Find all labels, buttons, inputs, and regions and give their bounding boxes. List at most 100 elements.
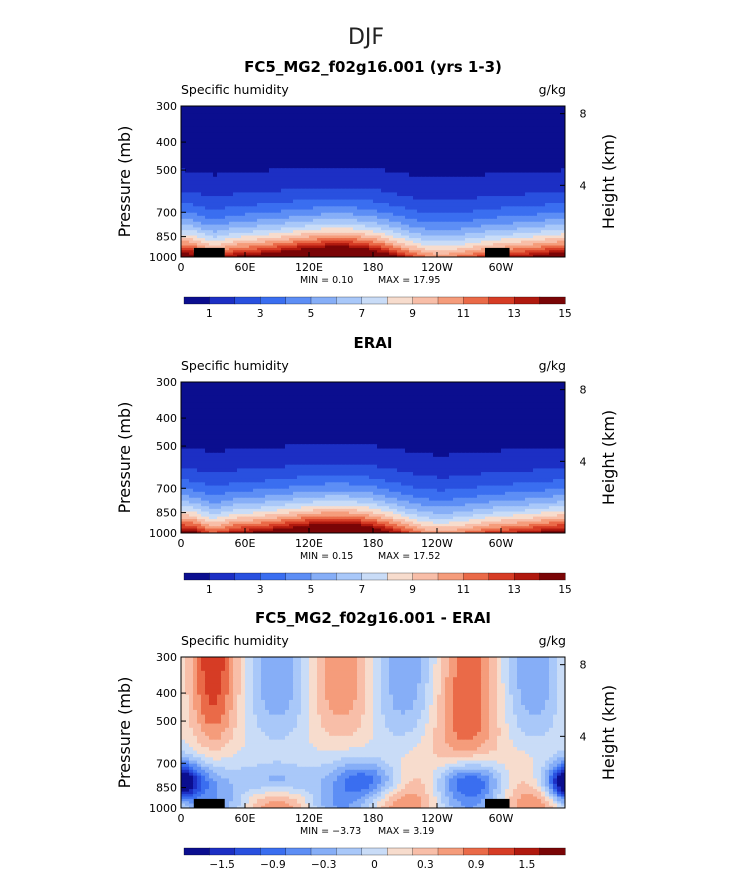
field-cell <box>525 119 530 127</box>
field-cell <box>337 126 342 133</box>
field-cell <box>193 196 198 201</box>
field-cell <box>333 408 338 415</box>
field-cell <box>549 430 554 436</box>
field-cell <box>453 250 458 254</box>
field-cell <box>449 224 454 229</box>
field-cell <box>445 206 450 211</box>
field-cell <box>185 247 190 251</box>
field-cell <box>321 221 326 226</box>
field-cell <box>217 199 222 204</box>
field-cell <box>269 254 274 257</box>
field-cell <box>289 439 294 445</box>
field-cell <box>353 158 358 165</box>
field-cell <box>445 106 450 114</box>
field-cell <box>445 402 450 409</box>
field-cell <box>513 221 518 226</box>
field-cell <box>385 119 390 127</box>
field-cell <box>449 126 454 133</box>
field-cell <box>353 163 358 169</box>
field-cell <box>217 419 222 426</box>
field-cell <box>369 221 374 226</box>
field-cell <box>429 430 434 436</box>
field-cell <box>533 235 538 239</box>
field-cell <box>321 254 326 257</box>
field-cell <box>269 444 274 450</box>
field-cell <box>333 113 338 121</box>
colorbar-swatch <box>310 296 337 305</box>
field-cell <box>517 235 522 239</box>
field-cell <box>489 240 494 244</box>
field-cell <box>469 138 474 145</box>
field-cell <box>329 395 334 403</box>
field-cell <box>449 138 454 145</box>
field-cell <box>245 202 250 207</box>
field-cell <box>181 215 186 220</box>
field-cell <box>489 206 494 211</box>
field-cell <box>405 154 410 160</box>
field-cell <box>473 245 478 249</box>
field-cell <box>405 192 410 197</box>
field-cell <box>465 245 470 249</box>
field-cell <box>245 444 250 450</box>
field-cell <box>249 232 254 237</box>
field-cell <box>201 196 206 201</box>
field-cell <box>377 138 382 145</box>
field-cell <box>489 419 494 426</box>
field-cell <box>545 240 550 244</box>
field-cell <box>329 148 334 155</box>
field-cell <box>425 196 430 201</box>
field-cell <box>549 232 554 237</box>
field-cell <box>517 408 522 415</box>
field-cell <box>489 143 494 150</box>
field-cell <box>501 163 506 169</box>
field-cell <box>277 245 282 249</box>
field-cell <box>273 192 278 197</box>
field-cell <box>221 218 226 223</box>
field-cell <box>265 184 270 190</box>
field-cell <box>357 245 362 249</box>
field-cell <box>525 230 530 234</box>
field-cell <box>337 212 342 217</box>
field-cell <box>249 235 254 239</box>
field-cell <box>417 215 422 220</box>
field-cell <box>473 230 478 234</box>
field-cell <box>269 434 274 441</box>
field-cell <box>377 389 382 397</box>
field-cell <box>305 163 310 169</box>
field-cell <box>409 434 414 441</box>
field-cell <box>453 252 458 256</box>
field-cell <box>477 252 482 256</box>
field-cell <box>537 382 542 390</box>
field-cell <box>345 439 350 445</box>
field-cell <box>533 230 538 234</box>
field-cell <box>185 414 190 421</box>
field-cell <box>233 245 238 249</box>
field-cell <box>473 240 478 244</box>
field-cell <box>537 240 542 244</box>
field-cell <box>365 158 370 165</box>
field-cell <box>417 192 422 197</box>
field-cell <box>513 254 518 257</box>
field-cell <box>441 224 446 229</box>
field-cell <box>317 414 322 421</box>
field-cell <box>313 132 318 139</box>
field-cell <box>489 232 494 237</box>
field-cell <box>549 119 554 127</box>
field-cell <box>337 176 342 182</box>
field-cell <box>501 382 506 390</box>
colorbar-swatch <box>285 296 312 305</box>
field-cell <box>489 158 494 165</box>
field-cell <box>261 227 266 231</box>
field-cell <box>349 238 354 242</box>
field-cell <box>369 389 374 397</box>
field-cell <box>385 430 390 436</box>
field-cell <box>301 209 306 214</box>
field-cell <box>321 138 326 145</box>
field-cell <box>265 227 270 231</box>
field-cell <box>269 163 274 169</box>
field-cell <box>281 192 286 197</box>
field-cell <box>529 254 534 257</box>
field-cell <box>325 202 330 207</box>
field-cell <box>329 419 334 426</box>
field-cell <box>321 434 326 441</box>
